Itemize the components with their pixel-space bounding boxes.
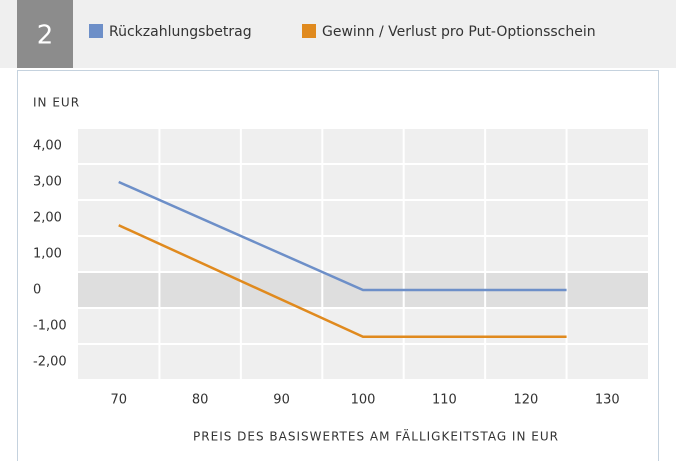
grid-band: [78, 237, 648, 271]
legend-label: Rückzahlungsbetrag: [109, 24, 252, 40]
x-tick-label: 100: [351, 393, 376, 408]
grid-band: [78, 345, 648, 379]
panel-number: 2: [37, 21, 54, 51]
legend-swatch: [89, 24, 103, 38]
x-tick-label: 110: [432, 393, 457, 408]
x-tick-label: 70: [110, 393, 127, 408]
panel-badge: [17, 0, 73, 68]
y-tick-label: 4,00: [33, 139, 62, 154]
legend-label: Gewinn / Verlust pro Put-Optionsschein: [322, 24, 596, 40]
x-tick-label: 90: [273, 393, 290, 408]
grid-band: [78, 201, 648, 235]
y-tick-label: -1,00: [33, 319, 67, 334]
grid-band: [78, 129, 648, 163]
y-axis-label: IN EUR: [33, 96, 80, 110]
y-tick-label: 3,00: [33, 175, 62, 190]
x-tick-label: 120: [513, 393, 538, 408]
x-axis-label: PREIS DES BASISWERTES AM FÄLLIGKEITSTAG …: [193, 429, 559, 444]
x-tick-label: 80: [192, 393, 209, 408]
y-tick-label: -2,00: [33, 355, 67, 370]
legend-swatch: [302, 24, 316, 38]
header: [0, 0, 676, 68]
y-tick-label: 1,00: [33, 247, 62, 262]
chart-frame: [17, 70, 659, 461]
y-tick-label: 2,00: [33, 211, 62, 226]
series-line: [118, 180, 567, 292]
series-line: [118, 224, 567, 339]
x-tick-label: 130: [595, 393, 620, 408]
y-tick-label: 0: [33, 283, 41, 298]
grid-band: [78, 165, 648, 199]
